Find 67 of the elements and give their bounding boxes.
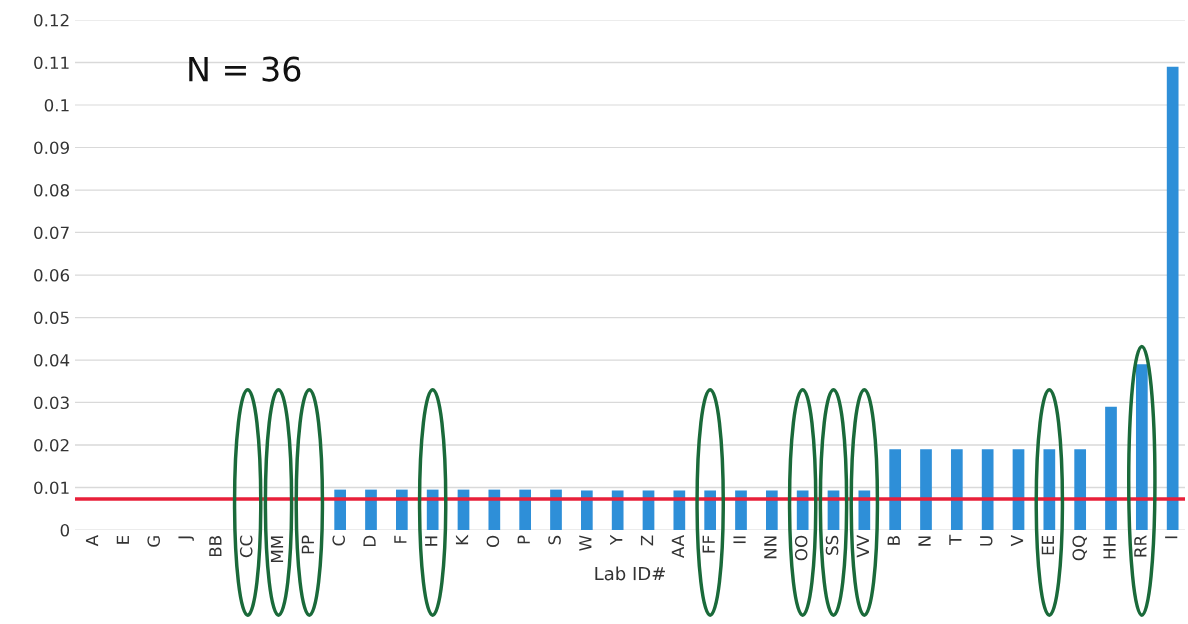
- x-tick-label: G: [147, 536, 160, 547]
- x-tick-label: Y: [610, 534, 623, 546]
- y-tick-label: 0.1: [44, 98, 69, 112]
- x-tick-label: F: [394, 535, 407, 543]
- bar: [920, 449, 932, 530]
- bar: [1012, 449, 1025, 530]
- bar: [488, 489, 501, 530]
- x-tick-label: P: [517, 535, 530, 544]
- y-tick-label: 0.01: [34, 481, 69, 495]
- bar: [1166, 66, 1179, 530]
- x-tick-label: B: [887, 536, 900, 545]
- y-tick-label: 0.08: [34, 183, 69, 197]
- bar: [889, 449, 902, 530]
- annotation: N = 36: [189, 56, 301, 82]
- x-tick-label: OO: [794, 535, 808, 561]
- bar: [1135, 364, 1148, 530]
- x-tick-label: O: [486, 535, 500, 548]
- bar: [950, 449, 963, 530]
- x-tick-label: QQ: [1072, 535, 1087, 561]
- x-tick-label: EE: [1041, 535, 1054, 555]
- x-tick-label: CC: [239, 535, 253, 558]
- x-tick-label: I: [1165, 536, 1178, 539]
- x-tick-label: BB: [209, 536, 222, 557]
- bar: [981, 449, 994, 530]
- y-tick-label: 0.12: [34, 13, 69, 27]
- y-tick-label: 0.11: [34, 56, 69, 70]
- x-tick-label: HH: [1103, 536, 1116, 559]
- x-tick-label: V: [1010, 535, 1024, 547]
- x-tick-label: D: [363, 535, 376, 547]
- x-tick-label: NN: [764, 536, 777, 559]
- x-tick-label: H: [425, 536, 438, 546]
- x-tick-label: K: [455, 534, 469, 545]
- x-tick-label: E: [116, 535, 129, 544]
- bar: [1105, 406, 1117, 530]
- x-tick-label: Z: [640, 535, 654, 546]
- bar: [704, 490, 717, 530]
- x-tick-label: S: [548, 535, 561, 545]
- x-tick-label: MM: [270, 536, 284, 562]
- x-tick-label: U: [980, 536, 993, 546]
- x-tick-label: J: [178, 536, 194, 541]
- bar: [735, 490, 747, 530]
- x-tick-label: N: [918, 536, 931, 546]
- y-tick-label: 0: [60, 523, 70, 537]
- bar: [1043, 449, 1056, 530]
- bar: [395, 489, 408, 530]
- x-tick-label: C: [332, 535, 345, 546]
- y-tick-label: 0.09: [34, 141, 69, 155]
- y-tick-label: 0.07: [34, 226, 69, 240]
- x-tick-label: AA: [671, 535, 684, 558]
- y-tick-label: 0.02: [34, 438, 69, 452]
- x-tick-label: SS: [825, 535, 839, 555]
- y-tick-label: 0.03: [34, 396, 69, 410]
- x-tick-label: T: [949, 534, 962, 546]
- bar: [611, 490, 624, 530]
- x-tick-label: II: [733, 536, 746, 544]
- x-tick-label: PP: [301, 535, 314, 554]
- x-tick-label: FF: [702, 535, 715, 553]
- bar: [796, 490, 809, 530]
- y-tick-label: 0.05: [34, 311, 69, 325]
- y-tick-label: 0.04: [34, 353, 70, 367]
- x-tick-label: W: [579, 535, 592, 551]
- x-tick-label: A: [85, 535, 99, 547]
- bar: [1074, 449, 1087, 530]
- x-axis-title: Lab ID#: [595, 566, 665, 581]
- x-tick-label: VV: [856, 535, 869, 558]
- x-tick-label: RR: [1134, 535, 1147, 557]
- y-tick-label: 0.06: [34, 268, 70, 282]
